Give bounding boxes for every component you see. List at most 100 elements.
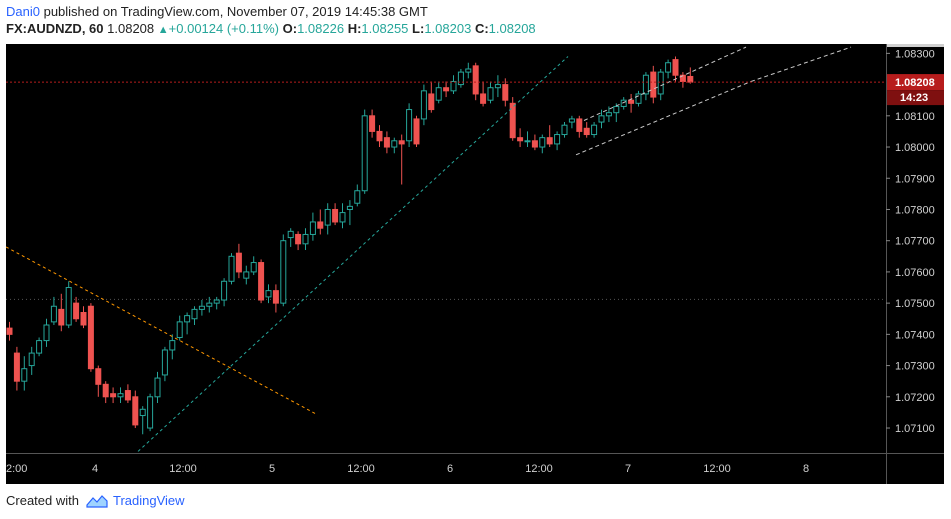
candle-body — [361, 115, 368, 192]
y-tick-label: 1.07900 — [895, 173, 935, 185]
y-tick-label: 1.07600 — [895, 267, 935, 279]
plot-area — [6, 44, 886, 453]
footer: Created with TradingView — [6, 493, 185, 508]
candle-body — [568, 118, 575, 123]
candle-body — [457, 71, 464, 86]
created-with-text: Created with — [6, 493, 79, 508]
candle-body — [43, 324, 50, 342]
channel-upper-line — [583, 46, 747, 121]
open-label: O: — [282, 21, 298, 36]
up-arrow-icon: ▲ — [157, 24, 169, 36]
candle-body — [339, 212, 346, 223]
candle-body — [198, 305, 205, 310]
candle-body — [509, 102, 516, 139]
candle-body — [561, 124, 568, 136]
candle-body — [657, 71, 664, 95]
last-price-tag — [887, 74, 944, 91]
channel-lower-extension — [750, 46, 852, 82]
x-tick-label: 8 — [803, 463, 809, 475]
candle-body — [161, 349, 168, 376]
candle-body — [420, 90, 427, 120]
candle-body — [221, 280, 228, 301]
candle-body — [102, 383, 109, 398]
candle-body — [73, 302, 80, 320]
time-axis — [6, 453, 944, 484]
price-axis-scroll-icon — [887, 44, 944, 47]
candle-body — [620, 99, 627, 107]
y-tick-label: 1.08300 — [895, 48, 935, 60]
y-tick-label: 1.07700 — [895, 236, 935, 248]
candle-body — [435, 87, 442, 101]
candle-body — [354, 190, 361, 204]
countdown-label: 14:23 — [900, 92, 928, 104]
candle-body — [642, 74, 649, 95]
candle-body — [672, 59, 679, 76]
candle-body — [517, 137, 524, 142]
candle-body — [465, 68, 472, 73]
candle-body — [650, 71, 657, 98]
candle-body — [287, 230, 294, 239]
candle-body — [139, 408, 146, 417]
candle-body — [428, 93, 435, 111]
candle-body — [206, 302, 213, 307]
y-tick-label: 1.07100 — [895, 423, 935, 435]
low-value: 1.08203 — [424, 21, 472, 36]
high-label: H: — [347, 21, 362, 36]
candle-body — [36, 340, 43, 354]
candle-body — [147, 396, 154, 429]
channel-lower-line — [575, 81, 752, 156]
x-tick-label: 5 — [269, 463, 275, 475]
candle-body — [665, 62, 672, 73]
candle-body — [443, 87, 450, 92]
candle-body — [213, 299, 220, 304]
publish-info: Dani0 published on TradingView.com, Nove… — [6, 4, 428, 19]
candle-body — [472, 65, 479, 95]
x-tick-label: 4 — [92, 463, 98, 475]
candle-body — [50, 305, 57, 323]
candle-body — [250, 262, 257, 273]
candle-body — [13, 352, 20, 382]
tradingview-logo-icon — [86, 495, 108, 508]
candle-body — [480, 93, 487, 104]
y-tick-label: 1.07300 — [895, 361, 935, 373]
candle-body — [613, 105, 620, 114]
author-link[interactable]: Dani0 — [6, 4, 40, 19]
candle-body — [531, 140, 538, 148]
x-tick-label: 12:00 — [347, 463, 375, 475]
candle-body — [184, 315, 191, 323]
candle-body — [546, 137, 553, 145]
orange-trendline — [6, 246, 317, 415]
candle-body — [332, 208, 339, 223]
countdown-tag — [887, 90, 944, 106]
candle-body — [309, 221, 316, 235]
candle-body — [687, 75, 694, 83]
candle-body — [110, 393, 117, 398]
price-chart[interactable]: 1.08300 1.08100 1.08000 1.07900 1.07800 1.077… — [6, 44, 944, 484]
candle-body — [80, 312, 87, 326]
y-tick-label: 1.08100 — [895, 111, 935, 123]
symbol-label: FX:AUDNZD, 60 — [6, 21, 104, 36]
teal-trendline — [137, 56, 569, 452]
candle-body — [576, 118, 583, 132]
candle-body — [265, 290, 272, 298]
candle-body — [398, 140, 405, 145]
candle-body — [369, 115, 376, 132]
candle-body — [324, 208, 331, 226]
tradingview-brand-link[interactable]: TradingView — [113, 493, 185, 508]
candle-body — [502, 84, 509, 101]
candle-body — [191, 308, 198, 320]
published-text: published on TradingView.com, November 0… — [43, 4, 428, 19]
candle-body — [117, 393, 124, 398]
candle-body — [95, 368, 102, 385]
candle-body — [58, 308, 65, 326]
y-tick-label: 1.07200 — [895, 392, 935, 404]
price-axis — [886, 44, 944, 453]
candle-body — [524, 140, 531, 143]
candle-body — [295, 233, 302, 245]
candle-body — [539, 137, 546, 148]
candle-body — [487, 87, 494, 101]
candle-body — [272, 290, 279, 304]
candle-body — [413, 118, 420, 145]
x-tick-label: 7 — [625, 463, 631, 475]
candle-body — [583, 127, 590, 136]
